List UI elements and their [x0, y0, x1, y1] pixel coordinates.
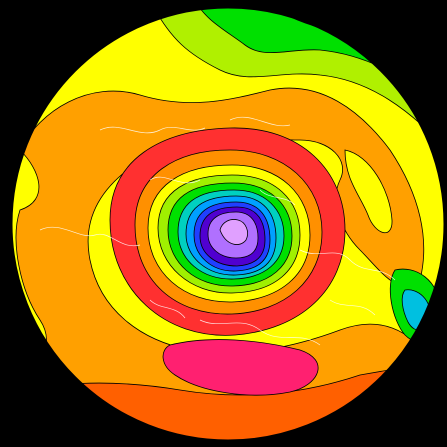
magenta-region	[162, 339, 319, 396]
coastlines	[39, 116, 396, 346]
yellow-swirl	[344, 149, 393, 233]
lilac-core	[219, 219, 248, 245]
disk-edge	[11, 7, 445, 441]
